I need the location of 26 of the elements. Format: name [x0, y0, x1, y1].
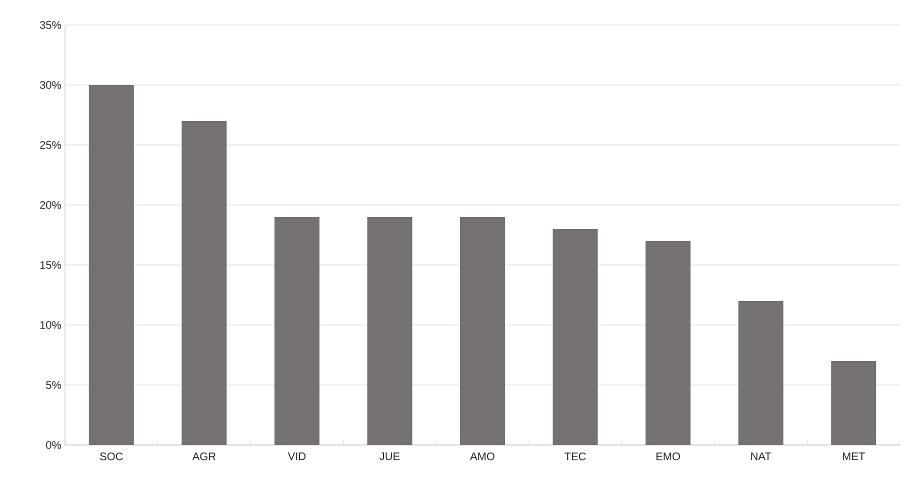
x-tick-label: EMO	[656, 452, 680, 460]
bar	[646, 240, 691, 445]
bar	[738, 300, 784, 445]
x-tick-label: NAT	[751, 452, 772, 460]
x-tick-label: JUE	[380, 452, 400, 460]
bar	[182, 120, 227, 445]
bar	[88, 84, 134, 445]
x-tick-label: AGR	[192, 452, 216, 460]
y-tick-label: 5%	[46, 381, 62, 389]
bar	[367, 216, 412, 445]
y-tick-label: 35%	[40, 21, 62, 29]
x-tick-label: SOC	[100, 452, 123, 460]
x-tick-label: AMO	[470, 452, 494, 460]
y-tick-label: 25%	[40, 141, 62, 149]
y-tick-label: 30%	[40, 81, 62, 89]
bar	[274, 216, 320, 445]
x-tick-label: VID	[288, 452, 306, 460]
y-tick-label: 15%	[40, 261, 62, 269]
bar	[460, 216, 506, 445]
bar	[831, 360, 876, 445]
x-tick-label: MET	[842, 452, 865, 460]
y-tick-label: 20%	[40, 201, 62, 209]
x-tick-label: TEC	[564, 452, 586, 460]
y-tick-label: 0%	[46, 441, 62, 449]
bar	[552, 228, 598, 445]
y-tick-label: 10%	[40, 321, 62, 329]
